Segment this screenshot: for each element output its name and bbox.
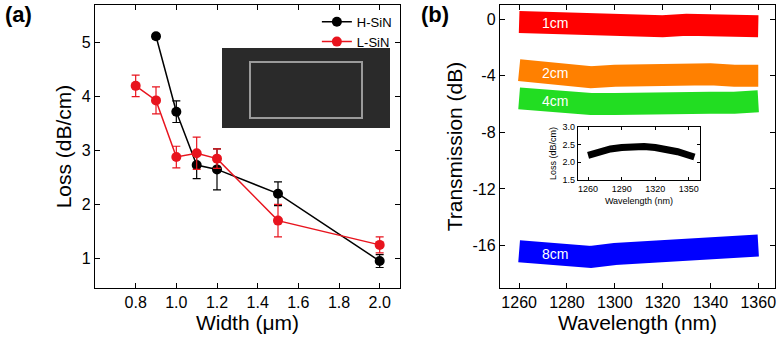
svg-text:1260: 1260 — [578, 184, 598, 194]
svg-text:-16: -16 — [472, 237, 495, 254]
svg-text:1360: 1360 — [740, 294, 776, 311]
svg-text:-4: -4 — [481, 67, 495, 84]
svg-text:Width (μm): Width (μm) — [196, 311, 299, 334]
svg-text:8cm: 8cm — [542, 246, 568, 262]
svg-text:1.0: 1.0 — [165, 294, 187, 311]
svg-text:1.8: 1.8 — [328, 294, 350, 311]
svg-text:2: 2 — [82, 196, 91, 213]
svg-text:4: 4 — [82, 88, 91, 105]
svg-text:Loss (dB/cm): Loss (dB/cm) — [52, 85, 75, 209]
svg-text:1300: 1300 — [597, 294, 633, 311]
svg-text:2.0: 2.0 — [369, 294, 391, 311]
svg-text:Transmission (dB): Transmission (dB) — [443, 62, 466, 232]
svg-text:1: 1 — [82, 250, 91, 267]
svg-text:1260: 1260 — [501, 294, 537, 311]
svg-text:1cm: 1cm — [542, 15, 568, 31]
svg-text:1350: 1350 — [679, 184, 699, 194]
svg-text:2.5: 2.5 — [562, 140, 575, 150]
svg-text:1280: 1280 — [549, 294, 585, 311]
svg-text:1.4: 1.4 — [247, 294, 269, 311]
svg-text:(b): (b) — [421, 2, 449, 27]
svg-text:4cm: 4cm — [542, 93, 568, 109]
svg-text:Wavelength (nm): Wavelength (nm) — [558, 311, 717, 334]
svg-text:1320: 1320 — [645, 294, 681, 311]
svg-text:2cm: 2cm — [542, 65, 568, 81]
svg-text:Wavelength (nm): Wavelength (nm) — [605, 196, 673, 206]
svg-text:1.2: 1.2 — [206, 294, 228, 311]
svg-text:1340: 1340 — [693, 294, 729, 311]
svg-text:3: 3 — [82, 142, 91, 159]
svg-text:5: 5 — [82, 34, 91, 51]
svg-text:0.8: 0.8 — [125, 294, 147, 311]
svg-text:1290: 1290 — [612, 184, 632, 194]
svg-text:1.6: 1.6 — [287, 294, 309, 311]
svg-text:L-SiN: L-SiN — [357, 35, 390, 50]
svg-text:1.5: 1.5 — [562, 175, 575, 185]
svg-text:-8: -8 — [481, 124, 495, 141]
svg-text:3.0: 3.0 — [562, 122, 575, 132]
svg-text:Loss (dB/cm): Loss (dB/cm) — [548, 127, 558, 180]
svg-text:-12: -12 — [472, 181, 495, 198]
svg-text:1320: 1320 — [645, 184, 665, 194]
svg-text:(a): (a) — [5, 2, 32, 27]
svg-text:2.0: 2.0 — [562, 157, 575, 167]
svg-text:H-SiN: H-SiN — [357, 15, 392, 30]
svg-text:0: 0 — [487, 11, 496, 28]
